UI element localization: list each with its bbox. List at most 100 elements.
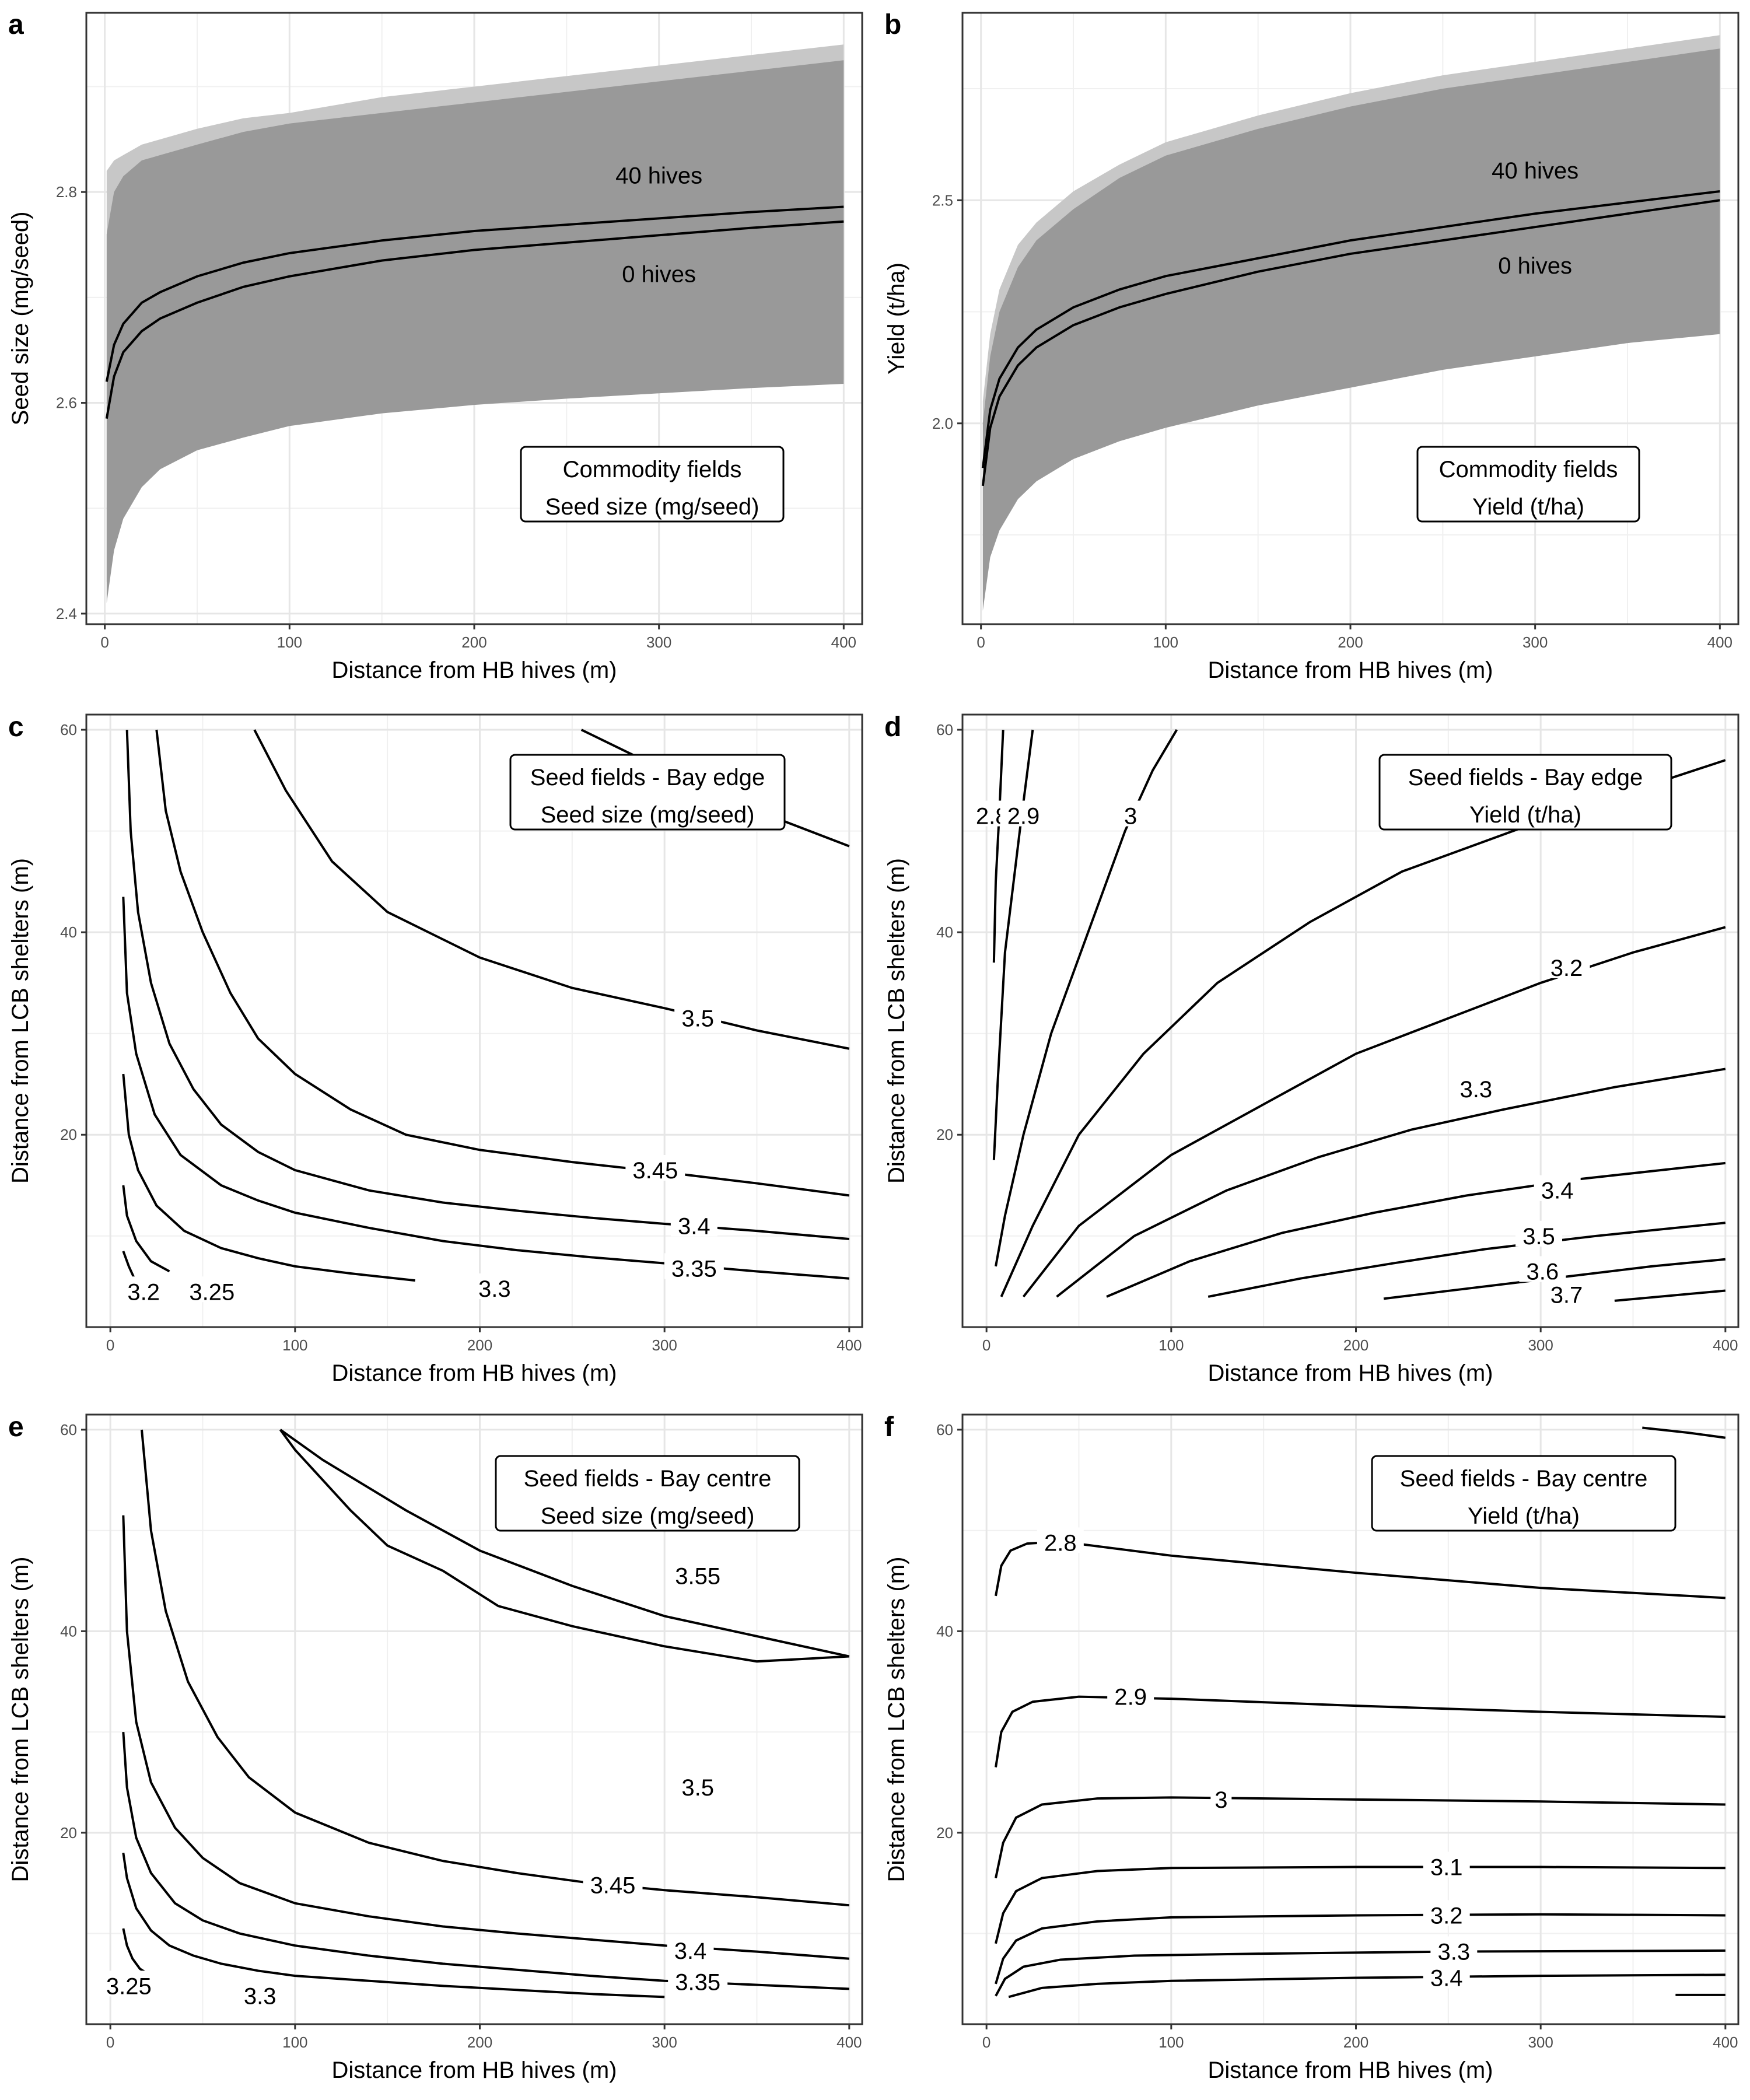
contour-label-bg [1210, 1784, 1232, 1810]
contour-label: 3.4 [674, 1938, 707, 1964]
legend-line-2: Seed size (mg/seed) [541, 1503, 755, 1529]
legend-box: Seed fields - Bay centre Yield (t/ha) [1371, 1455, 1676, 1532]
grid [963, 1415, 1738, 2024]
x-tick-label: 0 [982, 2034, 991, 2051]
x-tick-label: 100 [1158, 2034, 1184, 2051]
x-axis-title: Distance from HB hives (m) [332, 1360, 617, 1386]
contour-label: 3.5 [681, 1775, 714, 1801]
contour-2.9 [992, 729, 1034, 1160]
contour-label-bg [1423, 1962, 1470, 1989]
y-tick-label: 40 [60, 1622, 77, 1640]
contour-label-bg [99, 1971, 159, 1997]
contour-label-bg [664, 1253, 724, 1279]
contour-label-bg [236, 1980, 284, 2007]
x-tick-label: 300 [1522, 634, 1548, 651]
x-tick-label: 100 [282, 1336, 307, 1354]
panel-border [85, 1413, 863, 2025]
y-axis-title: Yield (t/ha) [884, 262, 909, 374]
y-tick-label: 60 [60, 721, 77, 738]
x-tick-label: 200 [1343, 2034, 1368, 2051]
x-axis-title: Distance from HB hives (m) [1208, 1360, 1493, 1386]
contour-2.9 [995, 1695, 1726, 1768]
y-tick-label: 60 [936, 721, 953, 738]
contour-3.5 [1208, 1222, 1726, 1298]
y-axis-title: Distance from LCB shelters (m) [8, 1557, 33, 1882]
y-tick-label: 2.0 [932, 415, 953, 432]
x-axis-title: Distance from HB hives (m) [332, 657, 617, 683]
contour-label-bg [1543, 1279, 1590, 1306]
contour-label: 2.9 [1007, 804, 1040, 830]
x-tick-label: 200 [1338, 634, 1363, 651]
contour-3.4 [125, 729, 850, 1241]
contour-label: 3.2 [127, 1279, 160, 1305]
series-label-0-hives: 0 hives [1498, 253, 1572, 279]
line-40-hives [105, 205, 844, 382]
contour-label: 3.25 [189, 1279, 235, 1305]
contour-label-bg [1534, 1175, 1581, 1201]
line-0-hives [981, 199, 1720, 487]
legend-line-1: Commodity fields [563, 457, 742, 482]
panel-border [961, 713, 1740, 1328]
contour-label-bg [583, 1870, 643, 1896]
contour-label-bg [1543, 952, 1590, 978]
y-tick-label: 20 [60, 1824, 77, 1842]
contour-label-bg [1107, 1681, 1154, 1707]
contour-label-bg [1430, 1936, 1478, 1962]
contour-label-bg [1452, 1074, 1500, 1100]
legend-line-1: Seed fields - Bay centre [524, 1466, 772, 1492]
contour-3.2 [1022, 926, 1726, 1298]
x-tick-label: 0 [982, 1336, 991, 1354]
contour-label: 3.25 [106, 1973, 152, 1999]
contour-2.7 [1642, 1426, 1726, 1439]
y-axis-title: Distance from LCB shelters (m) [8, 858, 33, 1184]
contour-label: 3 [1124, 804, 1137, 830]
contour-label: 3.5 [681, 1006, 714, 1032]
legend-box: Seed fields - Bay centre Seed size (mg/se… [495, 1455, 800, 1532]
legend-line-2: Seed size (mg/seed) [545, 494, 760, 520]
contour-label-bg [668, 1966, 728, 1993]
y-tick-label: 40 [936, 1622, 953, 1640]
contour-label-bg [1423, 1852, 1470, 1878]
panel-c: 3.2 3.25 3.3 3.35 3.4 3.45 3.5 0 100 200 300 400 20 4… [8, 712, 863, 1386]
y-tick-label: 40 [936, 923, 953, 941]
contour-label-bg [667, 1935, 714, 1961]
line-0-hives [105, 220, 844, 419]
legend-line-2: Yield (t/ha) [1472, 494, 1584, 520]
contour-3.4 [122, 1515, 849, 1960]
contour-3.2 [995, 1913, 1726, 1985]
contour-3 [995, 729, 1178, 1267]
x-tick-label: 100 [1158, 1336, 1184, 1354]
contour-label-bg [1423, 1900, 1470, 1926]
contour-label: 2.9 [1114, 1685, 1147, 1710]
panel-f: 2.8 2.9 3 3.1 3.2 3.33.4 0 100 200 300 400 20 40 60 Di… [884, 1412, 1740, 2083]
contour-label-bg [182, 1276, 242, 1303]
legend-line-2: Yield (t/ha) [1469, 802, 1581, 828]
contour-label-bg [120, 1276, 167, 1303]
x-tick-label: 100 [1153, 634, 1178, 651]
contour-label-bg [1519, 1256, 1566, 1282]
y-tick-label: 20 [936, 1824, 953, 1842]
contour-label: 3.45 [590, 1873, 636, 1899]
contour-2.8 [992, 729, 1005, 963]
contour-label-bg [1516, 1220, 1562, 1247]
x-tick-label: 0 [100, 634, 108, 651]
contour-label: 3.55 [675, 1563, 720, 1589]
x-axis-title: Distance from HB hives (m) [1208, 2057, 1493, 2083]
x-tick-label: 300 [652, 2034, 677, 2051]
panel-a: 40 hives 0 hives 0 100 200 300 400 2.4 2.6 2.8 Dis… [8, 9, 863, 683]
x-tick-label: 100 [277, 634, 302, 651]
x-axis-title: Distance from HB hives (m) [1208, 657, 1493, 683]
x-tick-label: 400 [831, 634, 856, 651]
contour-label: 3.4 [1541, 1178, 1574, 1204]
contour-label: 2.8 [1044, 1530, 1077, 1556]
x-tick-label: 400 [1713, 2034, 1738, 2051]
panel-e: 3.25 3.3 3.35 3.4 3.45 3.5 3.55 0 100 200 300 400 20… [8, 1412, 863, 2083]
y-tick-label: 20 [60, 1126, 77, 1143]
contour-label: 3.3 [244, 1984, 276, 2010]
contour-3 [995, 1796, 1726, 1878]
contour-label: 3.1 [1430, 1855, 1463, 1881]
contour-3.45 [141, 1429, 850, 1907]
contour-label: 3.35 [671, 1256, 717, 1282]
x-tick-label: 0 [106, 1336, 114, 1354]
